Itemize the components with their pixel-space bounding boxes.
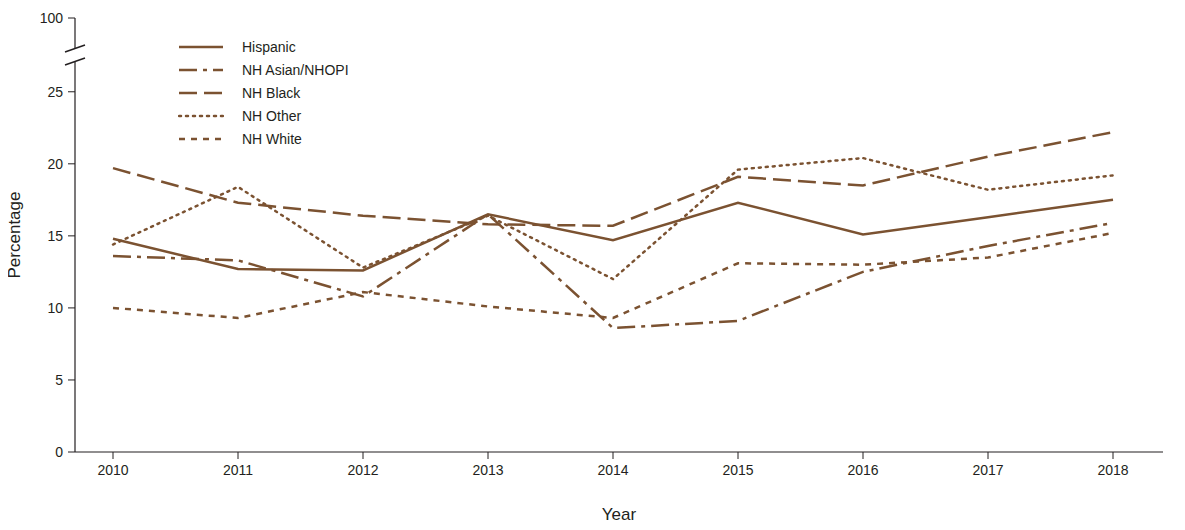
svg-text:5: 5 (55, 372, 63, 388)
svg-text:2017: 2017 (972, 462, 1003, 478)
html-text:NH Asian/NHOPI: NH Asian/NHOPI (242, 61, 349, 78)
svg-text:25: 25 (47, 84, 63, 100)
svg-text:2013: 2013 (472, 462, 503, 478)
html-text:NH Other: NH Other (242, 107, 302, 124)
svg-text:2012: 2012 (347, 462, 378, 478)
html-text:NH Black: NH Black (242, 84, 301, 101)
svg-text:Percentage: Percentage (8, 192, 24, 279)
svg-text:2016: 2016 (847, 462, 878, 478)
svg-text:2018: 2018 (1097, 462, 1128, 478)
svg-text:10: 10 (47, 300, 63, 316)
svg-text:Year: Year (602, 505, 637, 522)
svg-text:100: 100 (40, 10, 64, 26)
svg-text:20: 20 (47, 156, 63, 172)
svg-text:15: 15 (47, 228, 63, 244)
svg-text:0: 0 (55, 444, 63, 460)
svg-text:2011: 2011 (223, 462, 253, 478)
html-text:Hispanic: Hispanic (242, 38, 296, 55)
svg-text:2010: 2010 (97, 462, 128, 478)
svg-text:2015: 2015 (722, 462, 753, 478)
html-text:NH White: NH White (242, 130, 302, 147)
svg-text:2014: 2014 (597, 462, 628, 478)
